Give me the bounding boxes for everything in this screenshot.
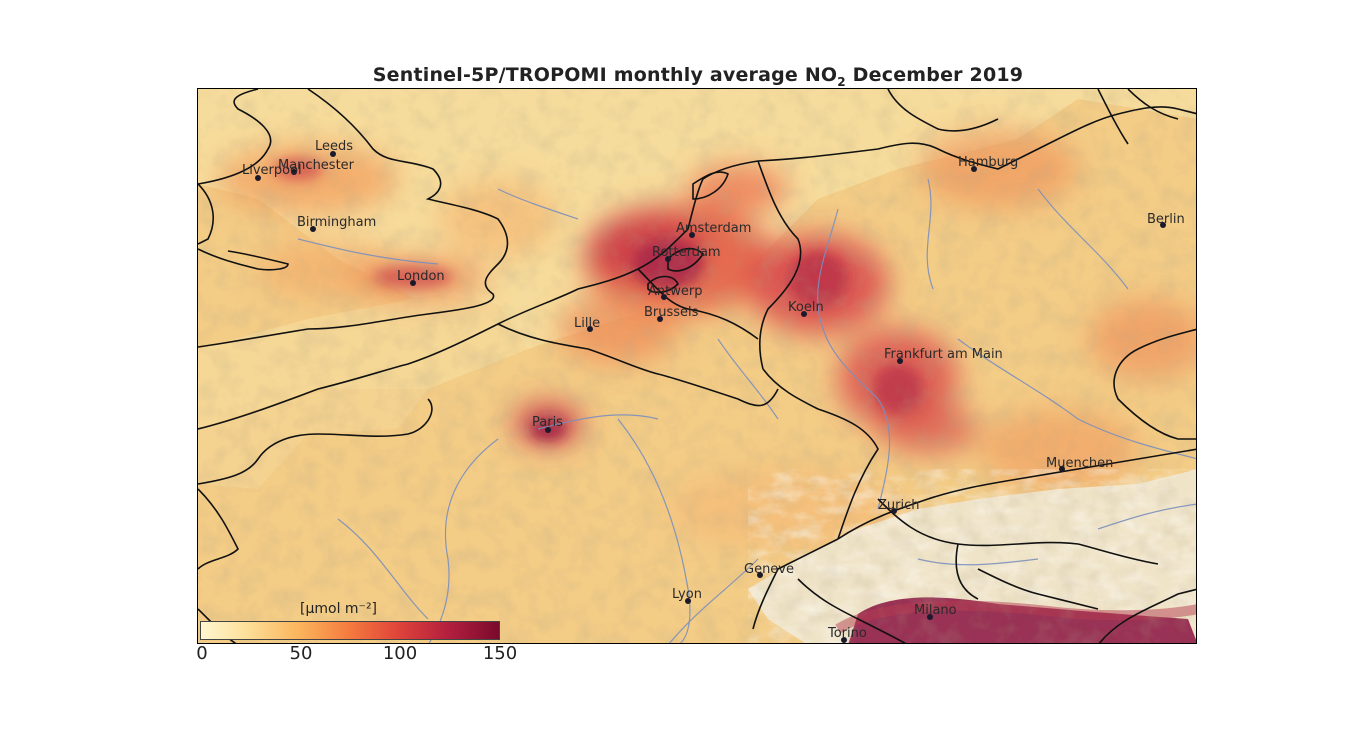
city-label: Leeds xyxy=(315,139,353,154)
city-label: Lille xyxy=(574,316,600,331)
title-suffix: December 2019 xyxy=(845,64,1024,86)
colorbar xyxy=(200,621,500,640)
rivers xyxy=(297,178,1196,643)
city-geneve[interactable]: Geneve xyxy=(744,562,794,578)
city-torino[interactable]: Torino xyxy=(827,626,867,643)
city-antwerp[interactable]: Antwerp xyxy=(648,284,702,300)
city-label: London xyxy=(397,269,445,284)
city-lille[interactable]: Lille xyxy=(574,316,600,332)
title-prefix: Sentinel-5P/TROPOMI monthly average NO xyxy=(372,64,838,86)
city-layer: Leeds Manchester Liverpool Birmingham Lo… xyxy=(242,139,1185,643)
city-label: Rotterdam xyxy=(652,245,721,260)
city-label: Koeln xyxy=(788,300,824,315)
city-label: Amsterdam xyxy=(676,221,751,236)
city-label: Antwerp xyxy=(648,284,702,299)
no2-map[interactable]: Leeds Manchester Liverpool Birmingham Lo… xyxy=(197,88,1197,644)
colorbar-tick: 100 xyxy=(382,643,418,664)
city-paris[interactable]: Paris xyxy=(532,415,563,433)
city-lyon[interactable]: Lyon xyxy=(672,587,702,604)
city-muenchen[interactable]: Muenchen xyxy=(1046,456,1113,472)
city-label: Birmingham xyxy=(297,215,376,230)
city-label: Manchester xyxy=(278,158,355,173)
city-amsterdam[interactable]: Amsterdam xyxy=(676,221,751,238)
colorbar-tick: 50 xyxy=(289,643,313,664)
map-title: Sentinel-5P/TROPOMI monthly average NO2 … xyxy=(198,64,1198,89)
city-frankfurt[interactable]: Frankfurt am Main xyxy=(884,347,1003,364)
city-rotterdam[interactable]: Rotterdam xyxy=(652,245,721,262)
city-label: Lyon xyxy=(672,587,702,602)
city-label: Zurich xyxy=(878,498,920,513)
city-label: Paris xyxy=(532,415,563,430)
city-manchester[interactable]: Manchester xyxy=(278,158,355,175)
city-label: Liverpool xyxy=(242,163,302,178)
city-leeds[interactable]: Leeds xyxy=(315,139,353,157)
city-brussels[interactable]: Brussels xyxy=(644,305,699,322)
city-label: Frankfurt am Main xyxy=(884,347,1003,362)
city-birmingham[interactable]: Birmingham xyxy=(297,215,376,232)
colorbar-tick: 150 xyxy=(482,643,518,664)
city-label: Geneve xyxy=(744,562,794,577)
city-milano[interactable]: Milano xyxy=(914,603,957,620)
city-hamburg[interactable]: Hamburg xyxy=(958,155,1018,172)
city-berlin[interactable]: Berlin xyxy=(1147,212,1185,228)
city-label: Hamburg xyxy=(958,155,1018,170)
country-borders xyxy=(497,89,1196,643)
colorbar-label: [μmol m⁻²] xyxy=(300,601,378,617)
city-label: Brussels xyxy=(644,305,699,320)
city-koeln[interactable]: Koeln xyxy=(788,300,824,317)
title-subscript: 2 xyxy=(837,74,846,89)
city-label: Berlin xyxy=(1147,212,1185,227)
city-zurich[interactable]: Zurich xyxy=(878,498,920,514)
city-label: Torino xyxy=(827,626,867,641)
colorbar-tick: 0 xyxy=(196,643,208,664)
city-label: Milano xyxy=(914,603,957,618)
city-liverpool[interactable]: Liverpool xyxy=(242,163,302,181)
city-london[interactable]: London xyxy=(397,269,445,286)
city-label: Muenchen xyxy=(1046,456,1113,471)
